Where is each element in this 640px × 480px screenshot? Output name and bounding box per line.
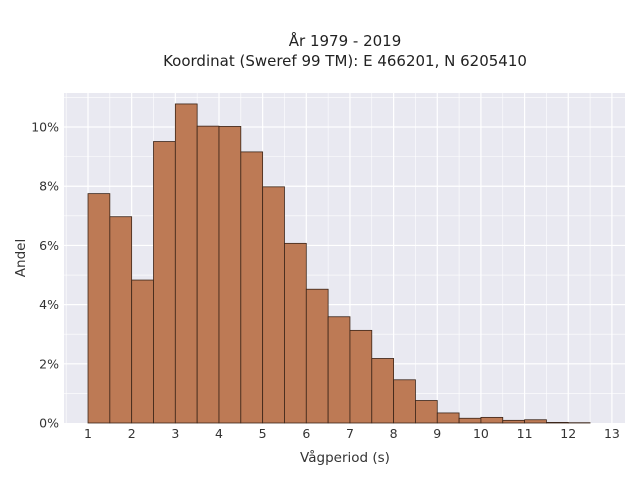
histogram-bar — [262, 186, 285, 424]
y-tick-label: 4% — [39, 297, 59, 312]
x-axis-label: Vågperiod (s) — [300, 449, 390, 466]
histogram-bar — [436, 412, 460, 424]
histogram-bar — [502, 419, 525, 424]
x-tick-label: 8 — [390, 426, 398, 441]
histogram-bar — [87, 193, 111, 424]
histogram-bar — [371, 358, 395, 424]
histogram-bar — [393, 379, 416, 424]
bars — [87, 103, 591, 424]
x-tick-label: 7 — [346, 426, 354, 441]
histogram-bar — [305, 288, 329, 424]
histogram-bar — [524, 419, 547, 424]
x-tick-label: 12 — [560, 426, 576, 441]
y-tick-label: 2% — [39, 356, 59, 371]
histogram-bar — [284, 242, 307, 424]
y-axis-ticks: 0% 2% 4% 6% 8% 10% — [31, 120, 59, 431]
histogram-bar — [415, 400, 438, 424]
chart-title-line-2: Koordinat (Sweref 99 TM): E 466201, N 62… — [163, 52, 527, 70]
x-tick-label: 2 — [128, 426, 136, 441]
x-tick-label: 10 — [473, 426, 489, 441]
y-axis-label: Andel — [13, 239, 29, 277]
histogram-bar — [240, 151, 264, 424]
x-tick-label: 11 — [517, 426, 533, 441]
y-tick-label: 10% — [31, 120, 59, 135]
histogram-bar — [458, 417, 482, 424]
histogram-bar — [480, 416, 504, 424]
histogram-bar — [218, 126, 242, 424]
y-tick-label: 0% — [39, 416, 59, 431]
x-tick-label: 9 — [433, 426, 441, 441]
x-tick-label: 3 — [171, 426, 179, 441]
histogram-bar — [131, 279, 154, 424]
histogram-bar — [546, 422, 569, 424]
chart-title-line-1: År 1979 - 2019 — [289, 31, 402, 50]
x-tick-label: 13 — [604, 426, 620, 441]
histogram-bar — [174, 103, 198, 424]
histogram-bar — [327, 316, 351, 424]
histogram-bar — [196, 125, 220, 424]
histogram-bar — [349, 329, 373, 424]
x-tick-label: 4 — [215, 426, 223, 441]
x-tick-label: 6 — [302, 426, 310, 441]
histogram-bar — [109, 216, 133, 424]
x-tick-label: 5 — [259, 426, 267, 441]
y-tick-label: 6% — [39, 238, 59, 253]
y-tick-label: 8% — [39, 179, 59, 194]
x-axis-ticks: 1 2 3 4 5 6 7 8 9 10 11 12 13 — [84, 426, 620, 441]
histogram-bar — [153, 141, 176, 424]
x-tick-label: 1 — [84, 426, 92, 441]
